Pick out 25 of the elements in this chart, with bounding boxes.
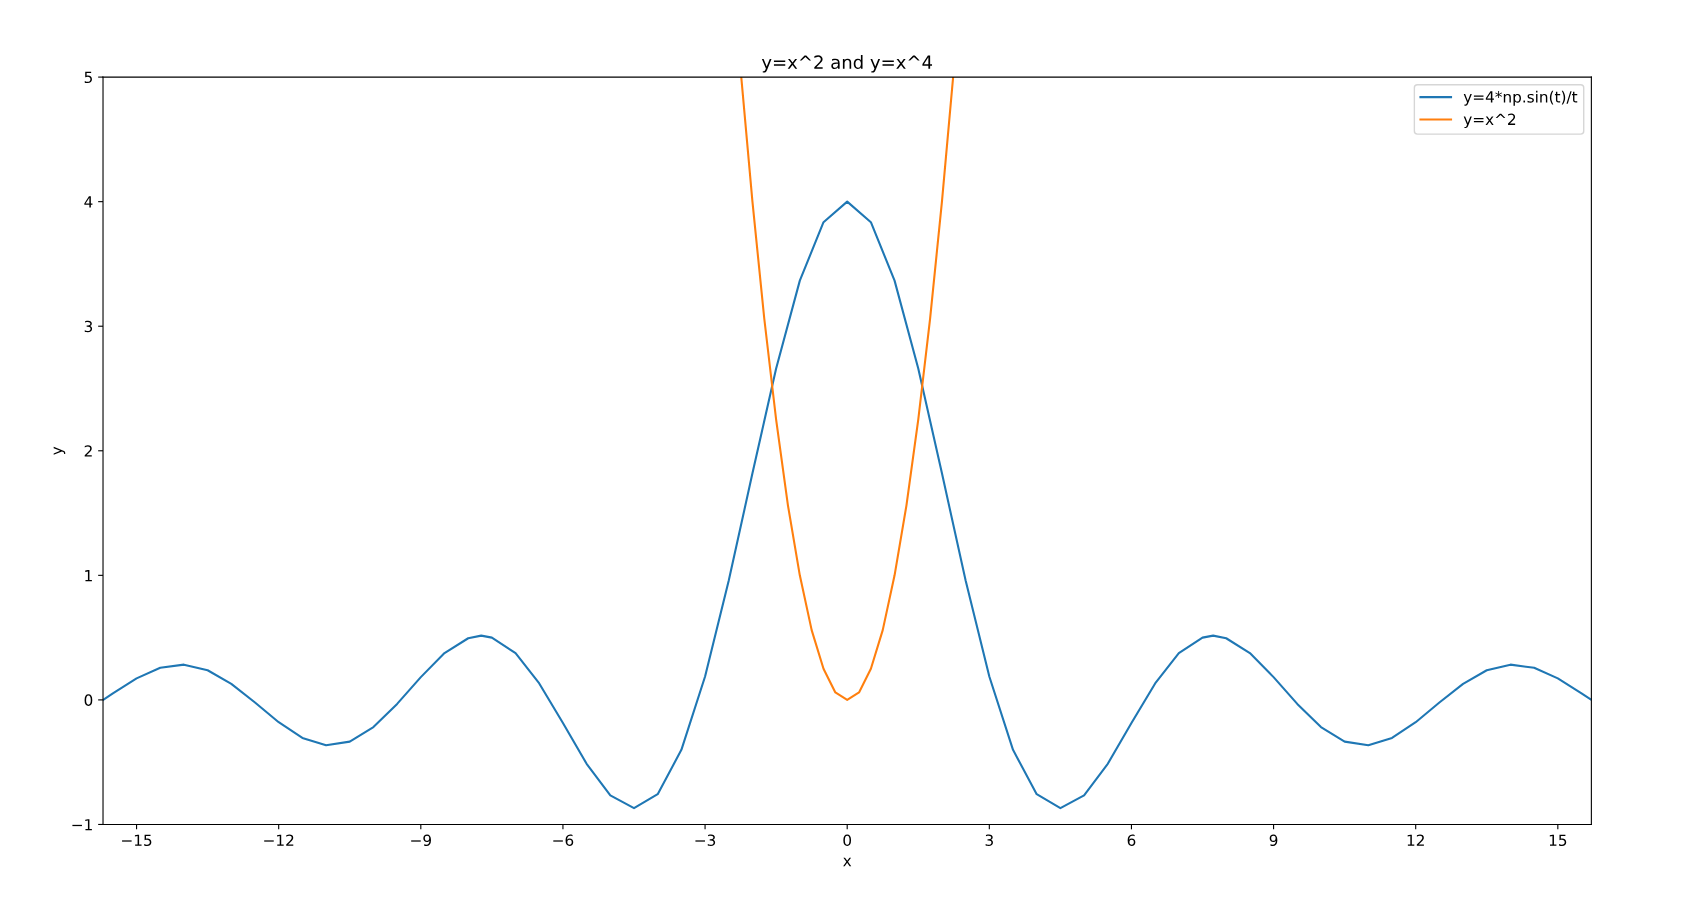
y-tick-label: 1 [85, 570, 92, 582]
x-tick-label: 9 [1269, 834, 1278, 847]
legend-label: y=x^2 [1463, 113, 1516, 129]
y-tick-label: 3 [84, 320, 93, 333]
line-series [103, 200, 1592, 810]
y-tick-label: 5 [84, 71, 92, 84]
x-tick-label: 12 [1407, 834, 1424, 846]
x-tick-label: 6 [1127, 834, 1136, 847]
y-tick-label: −1 [72, 819, 92, 831]
y-axis-title: y [53, 446, 66, 455]
legend-label: y=4*np.sin(t)/t [1463, 90, 1578, 106]
x-tick-label: −15 [122, 834, 152, 847]
y-tick-label: 4 [84, 196, 93, 208]
x-tick-label: 15 [1549, 834, 1567, 847]
x-tick-label: 3 [985, 834, 993, 847]
y-tick-label: 2 [84, 445, 92, 457]
x-tick-label: −6 [553, 834, 574, 847]
x-tick-label: −3 [695, 834, 716, 847]
chart-title: y=x^2 and y=x^4 [761, 55, 933, 73]
x-tick-label: 0 [843, 834, 852, 847]
x-tick-label: −12 [264, 834, 294, 846]
x-tick-label: −9 [411, 834, 431, 847]
y-tick-label: 0 [84, 694, 93, 706]
line-series [740, 77, 955, 701]
x-axis-title: x [843, 857, 852, 867]
